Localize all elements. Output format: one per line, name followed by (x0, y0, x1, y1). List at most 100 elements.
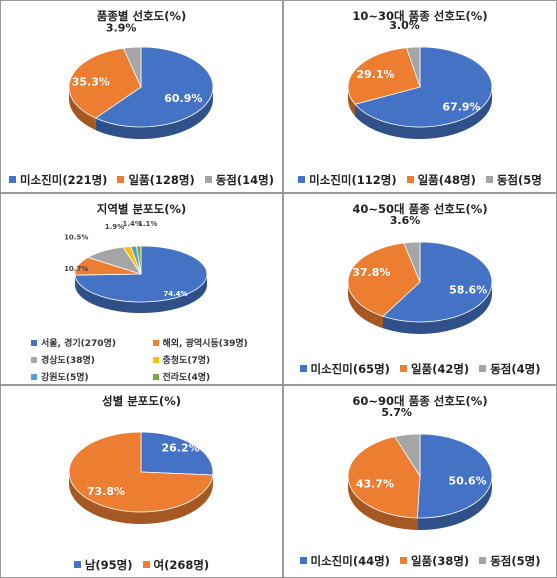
chart-title: 10~30대 품종 선호도(%) (352, 9, 488, 23)
data-label: 73.8% (87, 485, 125, 498)
pie-slice (416, 433, 493, 519)
legend-entry: 동점(5명 (485, 172, 542, 188)
pie-slice (94, 46, 214, 128)
data-label: 10.7% (64, 265, 88, 273)
pie-slice-side (348, 87, 356, 117)
chart-panel: 성별 분포도(%) 26.2% 73.8% 남(95명) 여(268명) (0, 385, 283, 578)
legend-label: 전라도(4명) (162, 373, 211, 383)
legend-label: 동점(5명) (490, 554, 541, 568)
legend-swatch (31, 357, 37, 363)
pie-slice (347, 47, 421, 105)
pie-chart: 74.4% 10.7% 10.5% 1.9%1.4%1.1% (64, 220, 208, 314)
data-label: 3.0% (389, 19, 420, 32)
pie-slice-side (95, 87, 213, 139)
pie-slice (140, 431, 214, 476)
legend-entry: 미소진미(44명) (299, 553, 390, 569)
chart-panel: 지역별 분포도(%) 74.4% 10.7% 10.5% 1.9% 1.4% 1.1% 서울,… (0, 193, 283, 385)
pie-slice-side (69, 87, 96, 131)
pie-slice-side (69, 472, 213, 525)
data-label: 74.4% (163, 290, 187, 298)
legend-swatch (479, 365, 487, 372)
pie-chart: 26.2% 73.8% (68, 431, 214, 525)
legend-entry: 일품(42명) (399, 361, 469, 377)
pie-slice (347, 242, 421, 317)
legend-swatch (31, 374, 37, 380)
legend-label: 미소진미(65명) (310, 362, 390, 376)
data-label: 3.9% (106, 21, 137, 34)
data-label: 1.4% (122, 220, 141, 228)
legend-entry: 남(95명) (73, 557, 133, 573)
legend-label: 서울, 경기(270명) (41, 339, 116, 349)
chart-title: 성별 분포도(%) (102, 394, 181, 408)
pie-slice (68, 431, 214, 513)
pie-slice-side (355, 87, 492, 140)
data-label: 3.6% (390, 214, 421, 227)
data-label: 10.5% (64, 233, 88, 241)
legend-swatch (299, 365, 307, 372)
legend-label: 미소진미(44명) (310, 554, 390, 568)
legend-label: 동점(4명) (490, 362, 541, 376)
pie-slice (354, 46, 493, 128)
legend-swatch (406, 176, 414, 183)
legend-entry: 일품(128명) (117, 172, 195, 188)
legend-entry: 동점(14명) (204, 172, 274, 188)
legend-swatch (299, 557, 307, 564)
data-label: 1.9% (105, 223, 124, 231)
legend-entry: 미소진미(112명) (298, 172, 397, 188)
legend-entry: 일품(48명) (406, 172, 476, 188)
legend-entry: 전라도(4명) (152, 368, 275, 384)
pie-slice-side (75, 274, 207, 314)
chart-title: 40~50대 품종 선호도(%) (352, 202, 488, 216)
pie-slice (135, 245, 142, 275)
data-label: 60.9% (164, 92, 202, 105)
legend-entry: 동점(4명) (479, 361, 540, 377)
data-label: 1.1% (138, 220, 157, 228)
chart-panel: 40~50대 품종 선호도(%) 58.6% 37.8% 3.6% 미소진미(65명) 일… (283, 193, 557, 385)
data-label: 35.3% (72, 76, 110, 89)
legend-swatch (399, 365, 407, 372)
pie-slice-side (348, 282, 383, 329)
pie-chart: 67.9% 29.1% 3.0% (347, 19, 493, 140)
data-label: 5.7% (381, 406, 412, 419)
pie-slice-side (417, 476, 492, 530)
data-label: 26.2% (162, 441, 200, 454)
legend-label: 일품(48명) (417, 173, 476, 187)
legend-swatch (298, 176, 306, 183)
legend-swatch (479, 557, 487, 564)
legend-entry: 해외, 광역시등(39명) (152, 334, 275, 351)
data-label: 29.1% (356, 68, 394, 81)
legend-entry: 강원도(5명) (31, 368, 153, 384)
legend-label: 일품(38명) (410, 554, 470, 568)
legend-entry: 미소진미(65명) (299, 361, 390, 377)
chart-legend: 서울, 경기(270명) 해외, 광역시등(39명) 경상도(38명) 충청도(7명)… (31, 334, 275, 384)
pie-slice (347, 436, 421, 519)
pie-slice (382, 241, 493, 323)
chart-legend: 미소진미(65명) 일품(42명) 동점(4명) (284, 361, 556, 377)
legend-label: 여(268명) (153, 558, 210, 572)
legend-entry: 여(268명) (142, 557, 210, 573)
legend-swatch (485, 176, 493, 183)
legend-swatch (399, 557, 407, 564)
pie-chart: 60.9% 35.3% 3.9% (68, 21, 214, 139)
legend-label: 충청도(7명) (162, 356, 211, 366)
chart-title: 60~90대 품종 선호도(%) (352, 394, 488, 408)
legend-label: 동점(5명 (496, 173, 542, 187)
legend-entry: 충청도(7명) (152, 351, 275, 368)
legend-swatch (117, 176, 125, 183)
chart-legend: 미소진미(112명) 일품(48명) 동점(5명 (284, 172, 556, 188)
data-label: 58.6% (449, 284, 487, 297)
legend-swatch (142, 561, 150, 568)
pie-chart: 58.6% 37.8% 3.6% (347, 214, 493, 334)
chart-title: 품종별 선호도(%) (96, 9, 187, 23)
pie-slice (394, 433, 421, 478)
data-label: 50.6% (449, 474, 487, 487)
legend-swatch (152, 374, 159, 380)
chart-legend: 남(95명) 여(268명) (1, 557, 282, 573)
legend-swatch (152, 340, 159, 346)
data-label: 37.8% (352, 266, 390, 279)
legend-label: 미소진미(112명) (309, 173, 397, 187)
legend-swatch (9, 176, 17, 183)
legend-label: 미소진미(221명) (20, 173, 108, 187)
legend-entry: 동점(5명) (479, 553, 540, 569)
